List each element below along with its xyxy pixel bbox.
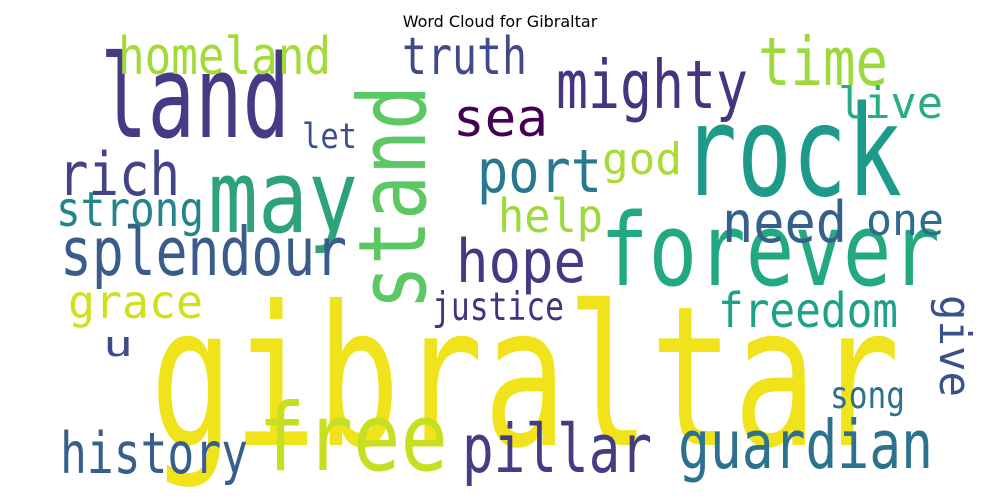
word-let: let	[302, 117, 357, 157]
word-strong: strong	[56, 182, 204, 238]
word-u: u	[103, 325, 133, 365]
word-grace: grace	[68, 275, 203, 329]
word-rock: rock	[682, 78, 902, 225]
word-god: god	[602, 134, 682, 185]
word-may: may	[208, 138, 358, 256]
word-song: song	[830, 374, 905, 417]
word-splendour: splendour	[60, 213, 347, 291]
word-hope: hope	[456, 227, 586, 297]
figure-title: Word Cloud for Gibraltar	[402, 12, 598, 31]
word-guardian: guardian	[678, 406, 933, 484]
word-gibraltar: gibraltar	[150, 264, 900, 491]
word-justice: justice	[432, 285, 564, 330]
word-one: one	[866, 195, 944, 246]
word-mighty: mighty	[556, 46, 748, 124]
word-pillar: pillar	[462, 410, 652, 488]
word-land: land	[100, 31, 290, 165]
word-give: give	[929, 295, 980, 397]
word-freedom: freedom	[718, 283, 898, 339]
word-rich: rich	[58, 140, 180, 210]
word-free: free	[258, 384, 448, 493]
word-live: live	[838, 78, 943, 129]
word-need: need	[722, 190, 847, 256]
word-port: port	[477, 137, 602, 207]
word-sea: sea	[453, 89, 548, 149]
word-truth: truth	[402, 27, 527, 87]
word-time: time	[758, 23, 888, 101]
word-history: history	[60, 421, 248, 487]
word-help: help	[498, 189, 603, 243]
word-homeland: homeland	[118, 27, 331, 87]
word-stand: stand	[339, 85, 448, 310]
word-forever: forever	[600, 191, 940, 309]
